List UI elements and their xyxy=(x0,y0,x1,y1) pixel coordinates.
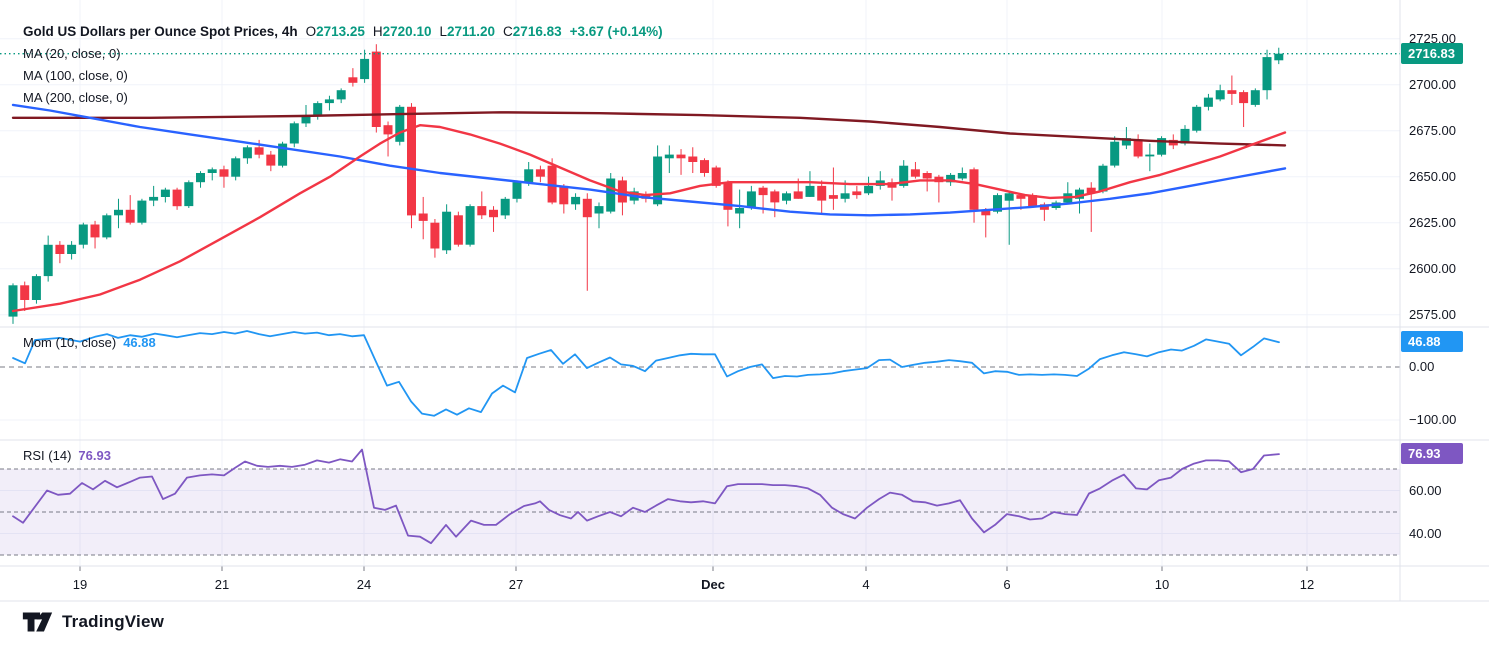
horizontal-gridlines xyxy=(0,38,1400,534)
time-tick-marks xyxy=(79,566,1308,571)
momentum-axis-label: −100.00 xyxy=(1409,412,1457,427)
time-axis-label: 6 xyxy=(1003,577,1011,592)
rsi-line xyxy=(12,448,1280,545)
legend-ma100[interactable]: MA (100, close, 0) xyxy=(23,68,128,83)
legend-ma200[interactable]: MA (200, close, 0) xyxy=(23,90,128,105)
momentum-label: Mom (10, close) xyxy=(23,335,117,350)
symbol-legend[interactable]: Gold US Dollars per Ounce Spot Prices, 4… xyxy=(23,24,663,39)
momentum-badge: 46.88 xyxy=(1401,331,1463,353)
ohlc-open: O 2713.25 xyxy=(305,24,365,39)
ma-lines xyxy=(11,103,1287,313)
ohlc-low: L 2711.20 xyxy=(439,24,496,39)
legend-momentum[interactable]: Mom (10, close) 46.88 xyxy=(23,335,156,350)
tradingview-logo-text: TradingView xyxy=(62,612,165,631)
rsi-axis-label: 60.00 xyxy=(1409,482,1442,498)
time-axis-label: 10 xyxy=(1154,577,1170,592)
symbol-title: Gold US Dollars per Ounce Spot Prices, 4… xyxy=(23,24,298,39)
ohlc-close: C 2716.83 xyxy=(503,24,562,39)
time-axis-label: 19 xyxy=(72,577,88,592)
price-axis-label: 2700.00 xyxy=(1409,76,1456,92)
time-axis-label: 12 xyxy=(1299,577,1315,592)
vertical-gridlines xyxy=(79,0,1308,566)
price-axis-label: 2600.00 xyxy=(1409,260,1456,276)
legend-rsi[interactable]: RSI (14) 76.93 xyxy=(23,448,111,463)
last-price-badge: 2716.83 xyxy=(1401,42,1463,64)
time-axis-label: 4 xyxy=(862,577,870,592)
ohlc-high: H 2720.10 xyxy=(372,24,432,39)
momentum-value: 46.88 xyxy=(123,335,156,350)
price-axis-label: 2575.00 xyxy=(1409,306,1456,322)
pane-separators xyxy=(0,0,1489,602)
time-axis-label: 24 xyxy=(356,577,372,592)
candles-layer xyxy=(8,44,1284,324)
rsi-badge: 76.93 xyxy=(1401,443,1463,465)
time-axis-label: Dec xyxy=(701,577,725,592)
time-axis-label: 21 xyxy=(214,577,230,592)
chart-plot-area[interactable] xyxy=(0,0,1489,608)
price-axis-label: 2725.00 xyxy=(1409,30,1456,46)
momentum-axis-label: 0.00 xyxy=(1409,359,1435,374)
tradingview-logo[interactable]: TradingView xyxy=(22,611,164,633)
rsi-value: 76.93 xyxy=(78,448,111,463)
price-axis-label: 2650.00 xyxy=(1409,168,1456,184)
momentum-line xyxy=(12,330,1280,417)
tradingview-logo-icon xyxy=(22,612,53,632)
price-change: +3.67 (+0.14%) xyxy=(569,24,663,39)
rsi-label: RSI (14) xyxy=(23,448,72,463)
rsi-axis-label: 40.00 xyxy=(1409,525,1442,541)
price-axis-label: 2675.00 xyxy=(1409,122,1456,138)
time-axis-label: 27 xyxy=(508,577,524,592)
price-axis-label: 2625.00 xyxy=(1409,214,1456,230)
legend-ma20[interactable]: MA (20, close, 0) xyxy=(23,46,121,61)
